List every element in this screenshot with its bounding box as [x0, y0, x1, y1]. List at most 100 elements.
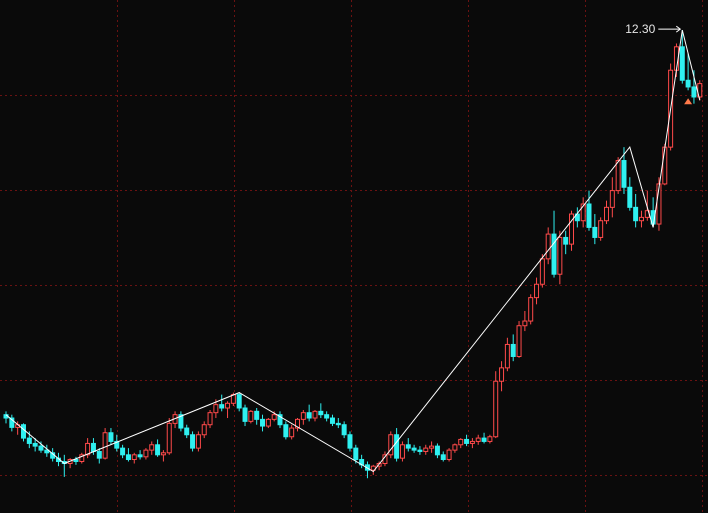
- candle: [481, 432, 487, 444]
- candle: [131, 452, 137, 464]
- candle-body-up: [79, 454, 85, 462]
- candle: [166, 418, 172, 455]
- candle-body-down: [551, 233, 557, 275]
- candle: [487, 434, 493, 444]
- candle: [615, 157, 621, 194]
- candle-body-down: [73, 458, 79, 462]
- candle-body-up: [475, 437, 481, 442]
- candle-body-up: [225, 402, 231, 409]
- candle: [493, 371, 499, 439]
- candle: [335, 418, 341, 429]
- candle: [434, 443, 440, 459]
- candle-body-up: [557, 236, 563, 275]
- candle-body-down: [125, 454, 131, 460]
- candle: [260, 414, 266, 432]
- arrow-head-icon: [675, 25, 682, 33]
- candle: [545, 227, 551, 265]
- candle-body-up: [271, 414, 277, 420]
- candle: [341, 421, 347, 439]
- candle-body-up: [522, 320, 528, 327]
- candle-body-up: [429, 445, 435, 449]
- candle: [329, 414, 335, 427]
- candle: [143, 448, 149, 460]
- candle-body-down: [114, 440, 120, 449]
- candle: [96, 448, 102, 464]
- candle: [178, 411, 184, 432]
- candle-body-down: [434, 445, 440, 456]
- candle-body-down: [9, 417, 15, 428]
- candle: [633, 193, 639, 228]
- candle-body-up: [516, 325, 522, 357]
- candle-body-down: [38, 445, 44, 451]
- candle: [429, 441, 435, 453]
- candle: [452, 443, 458, 453]
- candle: [417, 446, 423, 455]
- candle-body-up: [499, 367, 505, 382]
- candle-body-up: [534, 283, 540, 299]
- candle-body-down: [691, 86, 697, 98]
- candle: [242, 404, 248, 427]
- candle-body-up: [265, 418, 271, 427]
- candle-body-down: [32, 442, 38, 447]
- candle-body-down: [242, 407, 248, 422]
- candle: [236, 392, 242, 412]
- candle: [580, 197, 586, 228]
- candle-body-down: [137, 454, 143, 458]
- candle-body-up: [201, 424, 207, 436]
- candle-body-up: [528, 297, 534, 322]
- candle-body-down: [318, 410, 324, 416]
- candle: [318, 403, 324, 419]
- zigzag-polyline: [5, 29, 701, 473]
- candle: [446, 448, 452, 462]
- candle-body-down: [440, 454, 446, 460]
- candle-body-up: [504, 343, 510, 369]
- candle: [108, 428, 114, 445]
- candle-body-down: [190, 434, 196, 449]
- candle: [73, 456, 79, 465]
- candle: [137, 450, 143, 460]
- candle-body-up: [598, 220, 604, 238]
- candle: [399, 441, 405, 462]
- candle: [685, 53, 691, 91]
- candle-body-down: [155, 444, 161, 456]
- candle: [627, 177, 633, 211]
- candle-body-down: [481, 437, 487, 442]
- candle-body-up: [569, 213, 575, 245]
- candle-body-down: [347, 434, 353, 449]
- candle-body-down: [627, 186, 633, 208]
- candle-body-up: [149, 444, 155, 451]
- candle-body-down: [335, 422, 341, 426]
- candle: [603, 200, 609, 225]
- candle: [44, 444, 50, 457]
- candle-body-down: [236, 394, 242, 409]
- candle: [551, 210, 557, 278]
- candle: [353, 444, 359, 464]
- candle: [67, 458, 73, 469]
- candle-body-up: [539, 258, 545, 285]
- candle-body-down: [26, 437, 32, 444]
- candle-body-down: [254, 410, 260, 420]
- candle-body-down: [411, 447, 417, 451]
- candle: [9, 414, 15, 432]
- candle-body-up: [458, 438, 464, 446]
- candle-body-up: [295, 418, 300, 429]
- candle-body-up: [493, 380, 499, 438]
- candle-body-up: [469, 440, 475, 444]
- candle-body-up: [102, 432, 108, 459]
- candle-body-down: [621, 160, 627, 188]
- candle: [3, 411, 9, 424]
- candle: [499, 361, 505, 392]
- candle: [510, 334, 516, 362]
- candle: [207, 409, 213, 429]
- candle-body-down: [417, 449, 423, 452]
- candle: [347, 431, 353, 452]
- candle: [569, 210, 575, 251]
- candle-body-down: [178, 414, 184, 429]
- candle: [300, 409, 306, 425]
- candle-body-up: [662, 146, 668, 185]
- candle: [277, 411, 283, 429]
- candle-body-up: [289, 427, 295, 438]
- candle-body-down: [563, 236, 569, 245]
- candle: [306, 404, 312, 422]
